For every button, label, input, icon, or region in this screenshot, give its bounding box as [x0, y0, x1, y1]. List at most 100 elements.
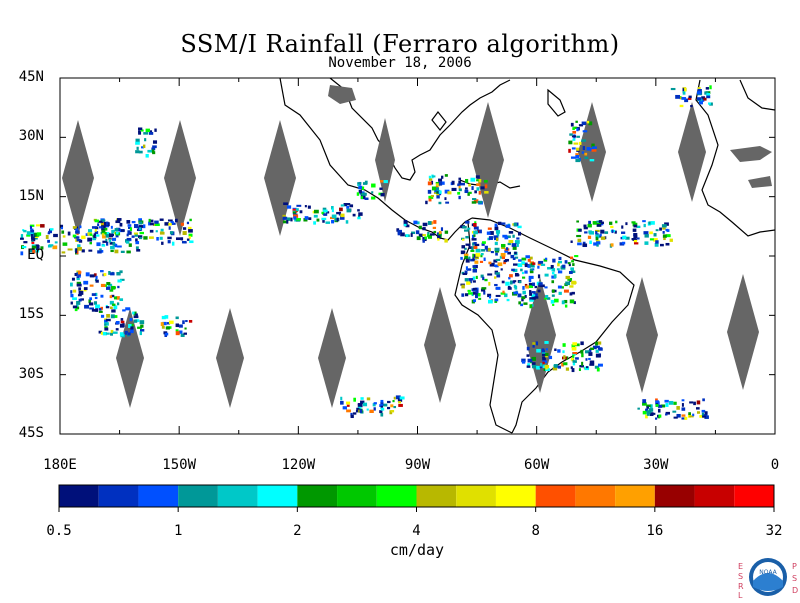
rain-pixel	[692, 413, 695, 417]
rain-pixel	[471, 186, 474, 191]
rain-pixel	[286, 217, 291, 221]
rain-pixel	[433, 191, 438, 194]
rain-pixel	[655, 229, 659, 232]
rain-pixel	[472, 268, 478, 273]
rain-pixel	[563, 355, 566, 359]
rain-pixel	[379, 187, 383, 190]
rain-pixel	[340, 213, 345, 218]
rain-pixel	[496, 237, 499, 242]
rain-pixel	[470, 249, 475, 252]
rain-pixel	[688, 412, 691, 416]
rain-pixel	[525, 285, 530, 289]
rain-pixel	[379, 404, 383, 407]
rain-pixel	[349, 204, 354, 208]
rain-pixel	[588, 121, 593, 126]
rain-pixel	[444, 189, 450, 194]
rain-pixel	[105, 318, 111, 322]
rain-pixel	[571, 147, 576, 150]
rain-pixel	[568, 148, 571, 153]
data-gap-swath	[216, 308, 244, 408]
rain-pixel	[380, 412, 384, 417]
rain-pixel	[180, 222, 184, 226]
rain-pixel	[48, 244, 54, 247]
rain-pixel	[373, 407, 376, 411]
rain-pixel	[364, 197, 369, 200]
rain-pixel	[393, 396, 396, 400]
rain-pixel	[516, 237, 520, 240]
rain-pixel	[436, 187, 440, 192]
svg-text:S: S	[792, 574, 797, 583]
rain-pixel	[60, 226, 64, 230]
rain-pixel	[513, 268, 518, 273]
rain-pixel	[495, 252, 498, 256]
rain-pixel	[489, 262, 495, 267]
rain-pixel	[551, 289, 555, 293]
rain-pixel	[565, 281, 571, 286]
rain-pixel	[339, 215, 345, 220]
rain-pixel	[531, 356, 536, 361]
rain-pixel	[472, 276, 476, 280]
rain-pixel	[292, 211, 297, 215]
rain-pixel	[94, 231, 99, 234]
rain-pixel	[131, 220, 136, 224]
rain-pixel	[587, 235, 592, 239]
rain-pixel	[112, 237, 117, 241]
rain-pixel	[110, 314, 115, 319]
rain-pixel	[570, 270, 576, 273]
rain-pixel	[480, 186, 485, 190]
rain-pixel	[521, 358, 526, 363]
rain-pixel	[529, 297, 534, 301]
rain-pixel	[94, 229, 97, 232]
rain-pixel	[696, 97, 702, 101]
rain-pixel	[567, 278, 573, 281]
rain-pixel	[468, 191, 472, 194]
rain-pixel	[143, 132, 149, 135]
rain-pixel	[464, 247, 467, 250]
rain-pixel	[479, 260, 484, 263]
rain-pixel	[170, 221, 174, 224]
rain-pixel	[572, 342, 578, 346]
rain-pixel	[403, 223, 407, 227]
rain-pixel	[167, 219, 173, 222]
rain-pixel	[518, 280, 522, 284]
data-gap-swath	[375, 118, 395, 202]
noaa-seal-icon: E S R L NOAA P S D	[738, 558, 798, 600]
land-features	[328, 85, 772, 188]
rain-pixel	[633, 242, 639, 245]
rain-pixel	[545, 257, 548, 260]
rain-pixel	[575, 120, 578, 123]
rain-pixel	[114, 243, 118, 248]
rain-pixel	[138, 218, 143, 222]
rain-pixel	[706, 95, 711, 99]
rain-pixel	[70, 282, 73, 287]
rain-pixel	[105, 234, 109, 238]
rain-pixel	[126, 250, 131, 254]
rain-pixel	[572, 130, 577, 134]
rain-pixel	[490, 251, 494, 254]
rain-pixel	[350, 414, 354, 419]
rain-pixel	[501, 256, 506, 260]
rain-pixel	[304, 216, 309, 220]
rain-pixel	[484, 184, 488, 189]
rain-pixel	[679, 96, 683, 100]
rain-pixel	[581, 139, 587, 142]
rain-pixel	[133, 311, 137, 316]
rain-pixel	[497, 262, 503, 267]
rain-pixel	[544, 364, 550, 369]
rain-pixel	[322, 209, 328, 213]
rain-pixel	[119, 298, 124, 302]
rain-pixel	[464, 278, 469, 282]
rain-pixel	[518, 301, 521, 305]
rain-pixel	[542, 357, 546, 361]
rain-patches	[20, 85, 713, 420]
rain-pixel	[74, 272, 78, 277]
rain-pixel	[72, 234, 77, 238]
rain-pixel	[342, 406, 347, 410]
colorbar-swatch	[456, 485, 496, 507]
rain-pixel	[475, 294, 478, 299]
svg-text:D: D	[792, 586, 798, 595]
rain-pixel	[95, 279, 99, 283]
rain-pixel	[501, 280, 505, 284]
rain-pixel	[521, 261, 525, 265]
rain-pixel	[534, 296, 539, 299]
